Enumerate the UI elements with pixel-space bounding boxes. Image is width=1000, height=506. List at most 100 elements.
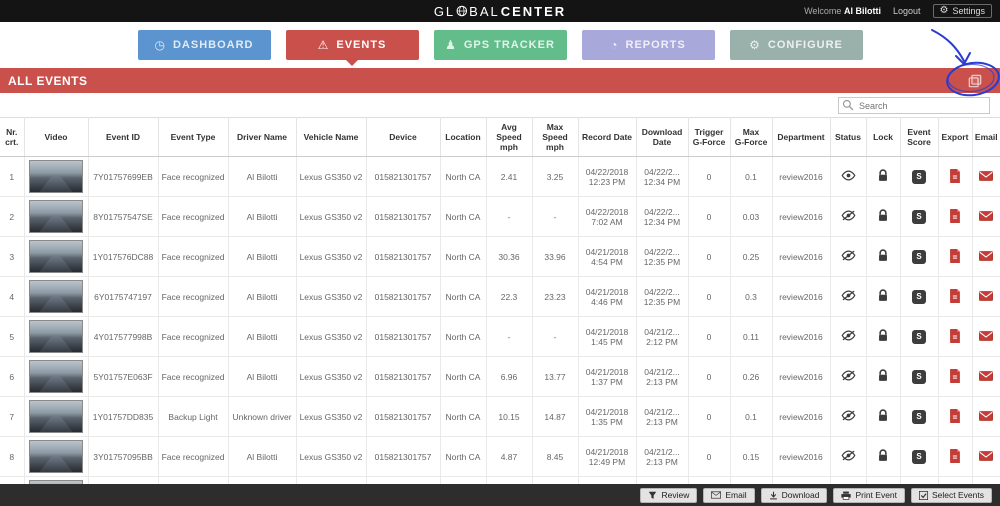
- video-thumbnail[interactable]: [29, 200, 83, 233]
- pdf-export-icon[interactable]: [949, 208, 961, 223]
- video-thumbnail[interactable]: [29, 440, 83, 473]
- eye-off-icon[interactable]: [841, 210, 856, 221]
- cell-record_date: 04/21/2018 1:35 PM: [578, 396, 637, 437]
- col-header-max_g[interactable]: Max G-Force: [730, 117, 773, 157]
- settings-button[interactable]: ⚙ Settings: [932, 4, 992, 18]
- table-row[interactable]: 8 3Y01757095BB Face recognized Al Bilotti Le…: [0, 436, 1000, 477]
- search-input[interactable]: [838, 97, 990, 115]
- export-copy-icon[interactable]: [968, 74, 982, 88]
- score-badge-icon[interactable]: S: [912, 449, 926, 464]
- lock-icon[interactable]: [877, 209, 889, 222]
- col-header-department[interactable]: Department: [772, 117, 831, 157]
- score-badge-icon[interactable]: S: [912, 209, 926, 224]
- col-header-nr[interactable]: Nr. crt.: [0, 117, 25, 157]
- pdf-export-icon[interactable]: [949, 288, 961, 303]
- score-badge-icon[interactable]: S: [912, 169, 926, 184]
- eye-off-icon[interactable]: [841, 250, 856, 261]
- email-envelope-icon[interactable]: [979, 250, 994, 261]
- logo-text-mid: BAL: [469, 3, 500, 19]
- col-header-score[interactable]: Event Score: [900, 117, 939, 157]
- video-thumbnail[interactable]: [29, 400, 83, 433]
- tab-dashboard[interactable]: ◷ DASHBOARD: [137, 30, 271, 60]
- lock-icon[interactable]: [877, 369, 889, 382]
- pdf-export-icon[interactable]: [949, 368, 961, 383]
- eye-icon[interactable]: [841, 170, 856, 181]
- col-header-location[interactable]: Location: [440, 117, 487, 157]
- email-envelope-icon[interactable]: [979, 290, 994, 301]
- cell-event_id: 3Y01757095BB: [88, 436, 159, 477]
- col-header-status[interactable]: Status: [830, 117, 867, 157]
- eye-off-icon[interactable]: [841, 370, 856, 381]
- cell-score: S: [900, 236, 939, 277]
- lock-icon[interactable]: [877, 409, 889, 422]
- logo-text-left: GL: [433, 3, 456, 19]
- email-envelope-icon[interactable]: [979, 210, 994, 221]
- tab-reports[interactable]: ◔ REPORTS: [581, 30, 715, 60]
- col-header-event_id[interactable]: Event ID: [88, 117, 159, 157]
- lock-icon[interactable]: [877, 249, 889, 262]
- email-envelope-icon[interactable]: [979, 450, 994, 461]
- eye-off-icon[interactable]: [841, 330, 856, 341]
- cell-trigger_g: 0: [688, 436, 731, 477]
- pdf-export-icon[interactable]: [949, 448, 961, 463]
- email-envelope-icon[interactable]: [979, 330, 994, 341]
- video-thumbnail[interactable]: [29, 360, 83, 393]
- col-header-lock[interactable]: Lock: [866, 117, 901, 157]
- score-badge-icon[interactable]: S: [912, 329, 926, 344]
- pdf-export-icon[interactable]: [949, 408, 961, 423]
- print-event-button[interactable]: Print Event: [833, 487, 906, 503]
- eye-off-icon[interactable]: [841, 290, 856, 301]
- col-header-device[interactable]: Device: [366, 117, 441, 157]
- col-header-avg_speed[interactable]: Avg Speed mph: [486, 117, 533, 157]
- email-envelope-icon[interactable]: [979, 370, 994, 381]
- cell-download_date: 04/21/2... 2:12 PM: [636, 316, 689, 357]
- col-header-download_date[interactable]: Download Date: [636, 117, 689, 157]
- col-header-export[interactable]: Export: [938, 117, 973, 157]
- col-header-event_type[interactable]: Event Type: [158, 117, 229, 157]
- lock-icon[interactable]: [877, 449, 889, 462]
- cell-download_date: 04/22/2... 12:34 PM: [636, 196, 689, 237]
- lock-icon[interactable]: [877, 169, 889, 182]
- cell-max_speed: 3.25: [532, 156, 579, 197]
- video-thumbnail[interactable]: [29, 240, 83, 273]
- col-header-record_date[interactable]: Record Date: [578, 117, 637, 157]
- tab-gps-tracker[interactable]: ♟ GPS TRACKER: [433, 30, 567, 60]
- col-header-email[interactable]: Email: [972, 117, 1000, 157]
- col-header-video[interactable]: Video: [24, 117, 89, 157]
- review-button[interactable]: Review: [640, 487, 698, 503]
- col-header-vehicle[interactable]: Vehicle Name: [296, 117, 367, 157]
- score-badge-icon[interactable]: S: [912, 369, 926, 384]
- table-row[interactable]: 2 8Y01757547SE Face recognized Al Bilotti Le…: [0, 196, 1000, 237]
- score-badge-icon[interactable]: S: [912, 289, 926, 304]
- table-row[interactable]: 4 6Y0175747197 Face recognized Al Bilotti Le…: [0, 276, 1000, 317]
- lock-icon[interactable]: [877, 289, 889, 302]
- table-row[interactable]: 5 4Y017577998B Face recognized Al Bilotti Le…: [0, 316, 1000, 357]
- email-button[interactable]: Email: [703, 487, 755, 503]
- download-button[interactable]: Download: [760, 487, 828, 503]
- table-row[interactable]: 6 5Y01757E063F Face recognized Al Bilotti Le…: [0, 356, 1000, 397]
- table-row[interactable]: 3 1Y017576DC88 Face recognized Al Bilotti Le…: [0, 236, 1000, 277]
- table-row[interactable]: 7 1Y01757DD835 Backup Light Unknown driver L…: [0, 396, 1000, 437]
- table-row[interactable]: 1 7Y01757699EB Face recognized Al Bilotti Le…: [0, 156, 1000, 197]
- select-events-button[interactable]: Select Events: [911, 487, 992, 503]
- col-header-max_speed[interactable]: Max Speed mph: [532, 117, 579, 157]
- video-thumbnail[interactable]: [29, 320, 83, 353]
- col-header-trigger_g[interactable]: Trigger G-Force: [688, 117, 731, 157]
- eye-off-icon[interactable]: [841, 410, 856, 421]
- eye-off-icon[interactable]: [841, 450, 856, 461]
- pdf-export-icon[interactable]: [949, 168, 961, 183]
- score-badge-icon[interactable]: S: [912, 249, 926, 264]
- logout-link[interactable]: Logout: [892, 6, 921, 16]
- pdf-export-icon[interactable]: [949, 328, 961, 343]
- video-thumbnail[interactable]: [29, 160, 83, 193]
- tab-events[interactable]: ⚠ EVENTS: [285, 30, 419, 66]
- video-thumbnail[interactable]: [29, 280, 83, 313]
- col-header-driver[interactable]: Driver Name: [228, 117, 297, 157]
- score-badge-icon[interactable]: S: [912, 409, 926, 424]
- email-envelope-icon[interactable]: [979, 410, 994, 421]
- pdf-export-icon[interactable]: [949, 248, 961, 263]
- lock-icon[interactable]: [877, 329, 889, 342]
- cell-vehicle: Lexus GS350 v2: [296, 156, 367, 197]
- tab-configure[interactable]: ⚙ CONFIGURE: [729, 30, 863, 60]
- email-envelope-icon[interactable]: [979, 170, 994, 181]
